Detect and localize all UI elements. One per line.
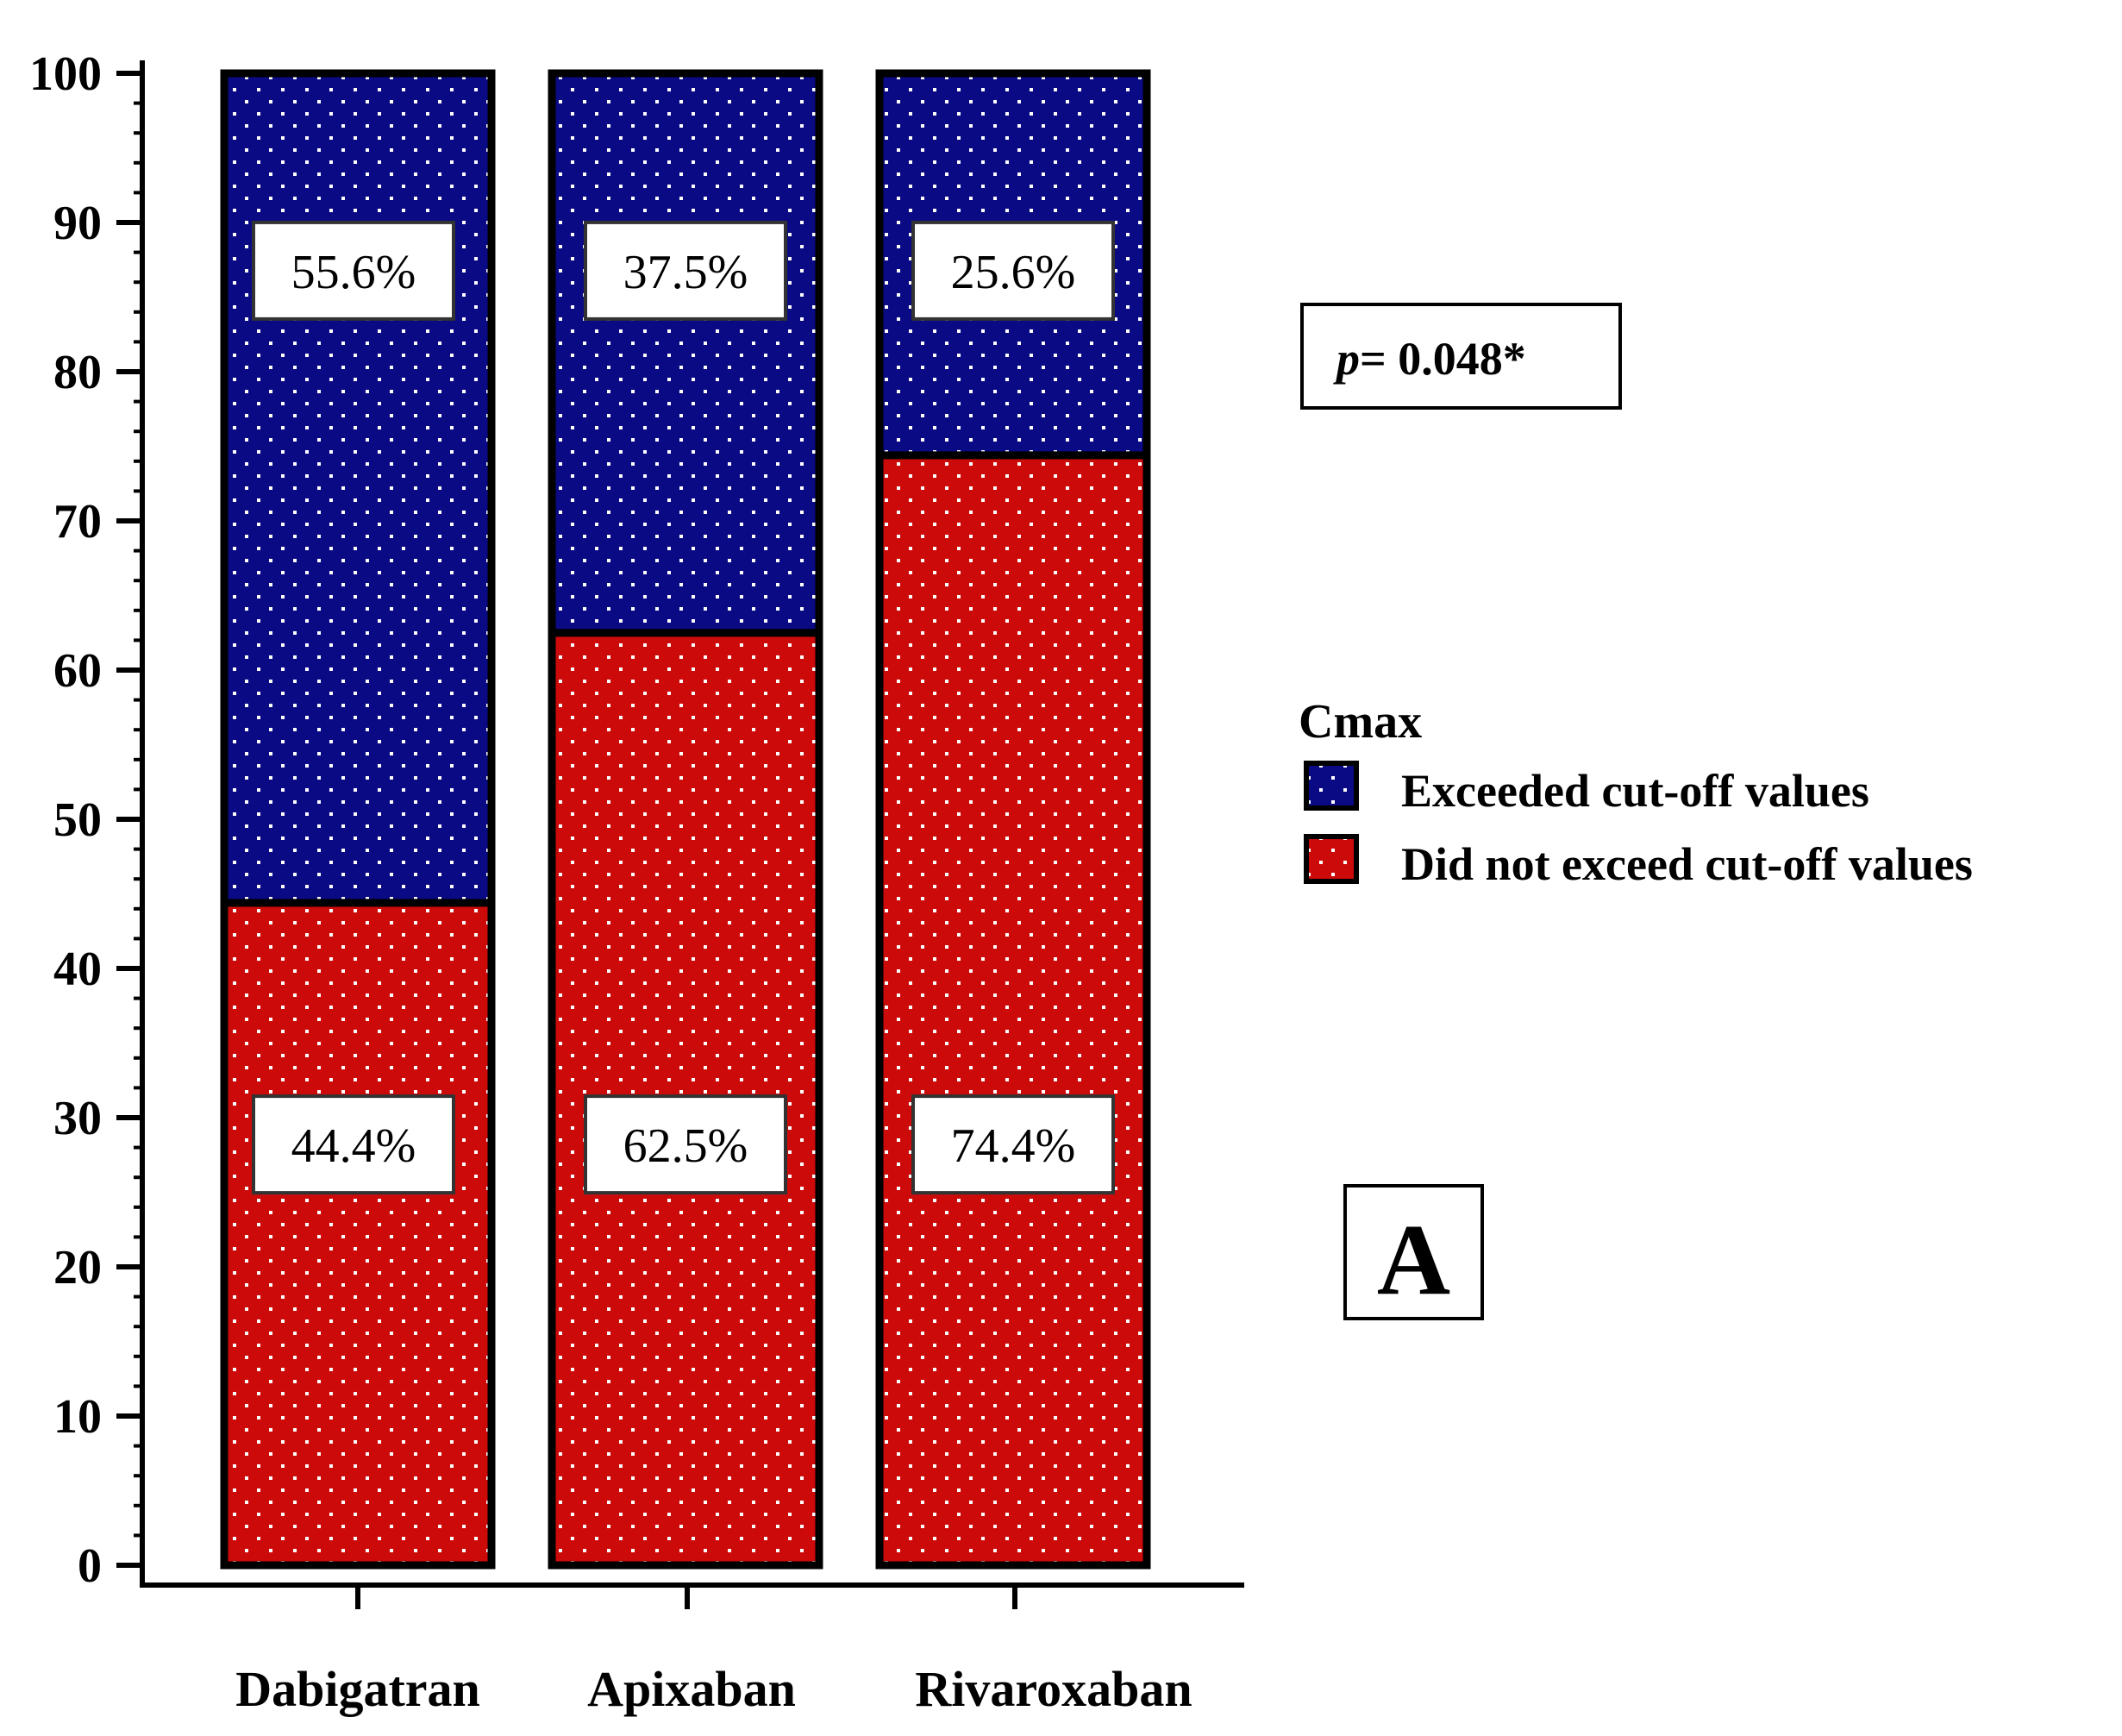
x-axis: Dabigatran Apixaban Rivaroxaban — [140, 1582, 1244, 1717]
p-symbol: p — [1333, 333, 1360, 385]
legend-label-exceeded: Exceeded cut-off values — [1401, 765, 1869, 817]
bars — [220, 69, 1151, 1570]
y-tick-label: 100 — [29, 47, 102, 101]
data-label: 62.5% — [623, 1119, 748, 1173]
data-label-box — [911, 1094, 1115, 1195]
p-value-text: p= 0.048* — [1333, 333, 1526, 385]
legend-label-not-exceeded: Did not exceed cut-off values — [1401, 838, 1973, 890]
legend-swatch-not-exceeded — [1304, 834, 1359, 884]
y-tick-label: 20 — [53, 1241, 102, 1294]
panel-label: A — [1343, 1184, 1484, 1320]
data-label-box — [252, 1094, 455, 1195]
data-label-box — [584, 1094, 787, 1195]
data-label: 44.4% — [291, 1119, 416, 1173]
p-value-box — [1300, 303, 1622, 410]
legend: Cmax Exceeded cut-off values Did not exc… — [1299, 695, 1973, 890]
y-tick-label: 70 — [53, 495, 102, 548]
data-labels: 44.4% 55.6% 62.5% 37.5% 74.4% 25.6% — [252, 220, 1115, 1195]
y-tick-label: 40 — [53, 943, 102, 996]
data-label-box — [911, 220, 1115, 321]
data-label-box — [252, 220, 455, 321]
bar-segment-exceeded — [220, 69, 496, 907]
y-tick-label: 30 — [53, 1092, 102, 1145]
x-tick-label: Dabigatran — [235, 1661, 480, 1717]
data-label: 55.6% — [291, 246, 416, 299]
p-value-annotation: p= 0.048* — [1300, 303, 1622, 410]
y-tick-label: 80 — [53, 346, 102, 399]
panel-label-text: A — [1377, 1203, 1450, 1316]
legend-swatch-exceeded — [1304, 761, 1359, 811]
bar-segment-did-not-exceed — [220, 899, 496, 1570]
bar-segment-exceeded — [548, 69, 823, 637]
data-label: 25.6% — [951, 246, 1076, 299]
y-tick-label: 10 — [53, 1390, 102, 1444]
y-tick-label: 0 — [78, 1539, 102, 1593]
data-label-box — [584, 220, 787, 321]
p-value: = 0.048* — [1360, 333, 1526, 385]
y-tick-label: 60 — [53, 644, 102, 698]
legend-title: Cmax — [1299, 695, 1422, 749]
y-tick-label: 90 — [53, 197, 102, 250]
data-label: 74.4% — [951, 1119, 1076, 1173]
data-label: 37.5% — [623, 246, 748, 299]
y-tick-label: 50 — [53, 793, 102, 847]
x-tick-label: Apixaban — [587, 1661, 796, 1717]
panel-label-box — [1343, 1184, 1484, 1320]
bar-segment-did-not-exceed — [875, 451, 1151, 1570]
x-tick-label: Rivaroxaban — [915, 1661, 1192, 1717]
y-axis: 0 10 20 30 40 50 60 70 80 90 100 — [29, 47, 145, 1593]
